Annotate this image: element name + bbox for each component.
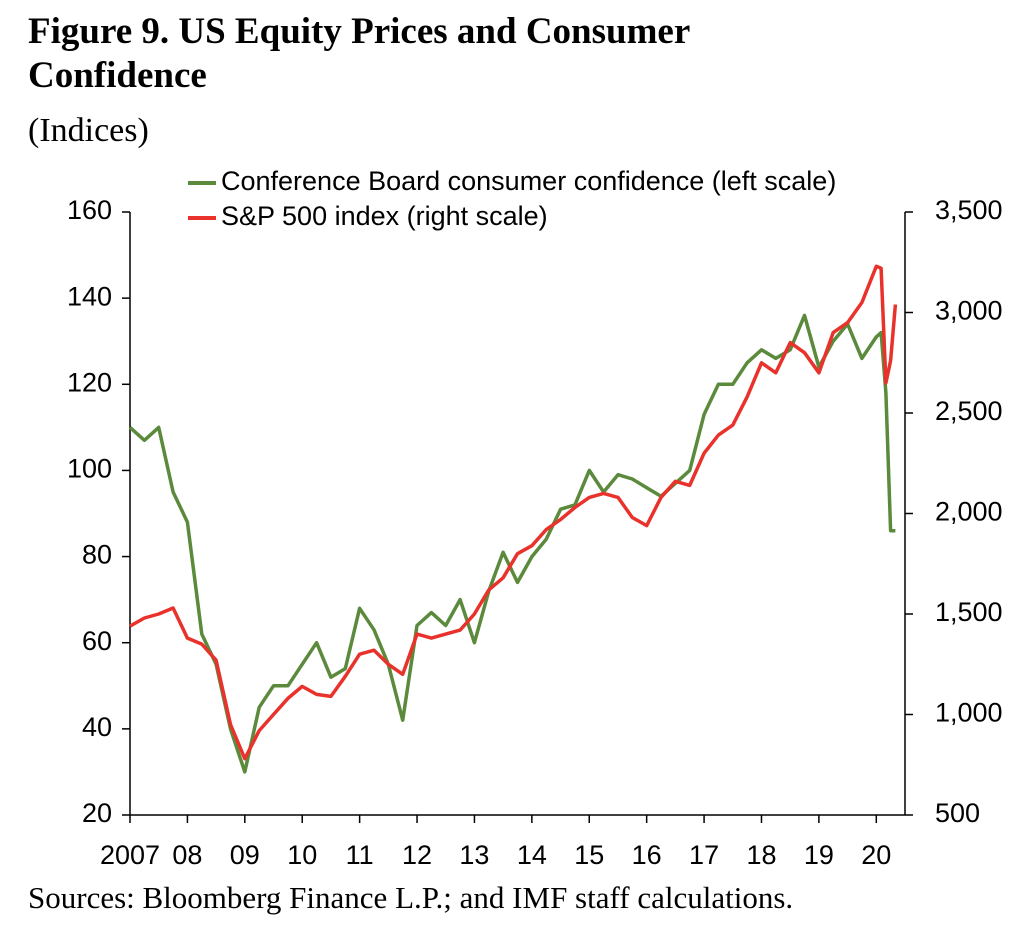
y2-tick-label: 3,500 (935, 195, 1003, 225)
x-tick-label: 19 (804, 840, 834, 870)
y2-tick-label: 2,000 (935, 497, 1003, 527)
chart-title: Figure 9. US Equity Prices and Consumer … (28, 11, 690, 96)
x-tick-label: 14 (517, 840, 547, 870)
y2-tick-label: 3,000 (935, 296, 1003, 326)
x-tick-label: 15 (574, 840, 604, 870)
y-tick-label: 160 (67, 195, 112, 225)
x-tick-label: 16 (632, 840, 662, 870)
legend-label: Conference Board consumer confidence (le… (221, 166, 836, 196)
y2-tick-label: 1,500 (935, 597, 1003, 627)
y-tick-label: 40 (82, 712, 112, 742)
x-tick-label: 10 (287, 840, 317, 870)
chart-subtitle: (Indices) (28, 112, 149, 149)
x-tick-label: 18 (746, 840, 776, 870)
legend-label: S&P 500 index (right scale) (221, 201, 548, 231)
x-tick-label: 08 (172, 840, 202, 870)
y-tick-label: 120 (67, 367, 112, 397)
y-tick-label: 140 (67, 281, 112, 311)
y2-tick-label: 500 (935, 798, 980, 828)
x-tick-label: 12 (402, 840, 432, 870)
y2-tick-label: 1,000 (935, 698, 1003, 728)
x-tick-label: 20 (861, 840, 891, 870)
y-tick-label: 20 (82, 798, 112, 828)
x-tick-label: 17 (689, 840, 719, 870)
source-note: Sources: Bloomberg Finance L.P.; and IMF… (28, 880, 794, 915)
y-tick-label: 60 (82, 626, 112, 656)
series-line (128, 313, 896, 774)
x-tick-label: 2007 (100, 840, 160, 870)
y2-tick-label: 2,500 (935, 396, 1003, 426)
x-tick-label: 09 (230, 840, 260, 870)
x-tick-label: 11 (346, 840, 374, 870)
y-tick-label: 100 (67, 454, 112, 484)
x-tick-label: 13 (459, 840, 489, 870)
series-line (129, 264, 898, 761)
y-tick-label: 80 (82, 540, 112, 570)
